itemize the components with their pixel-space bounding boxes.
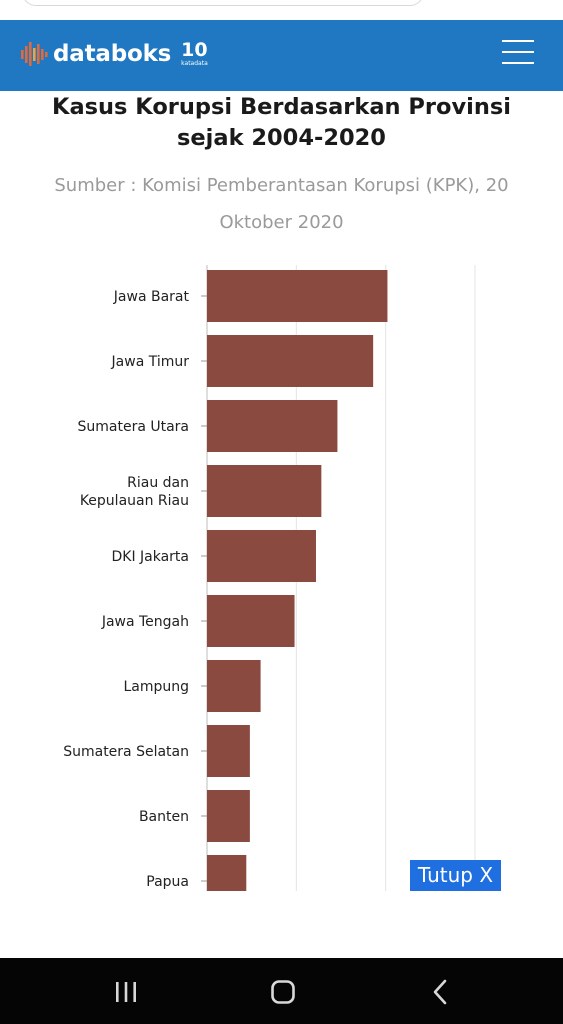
- category-label-4: DKI Jakarta: [111, 549, 189, 565]
- category-label-9: Papua: [146, 874, 189, 890]
- browser-address-bar: [0, 0, 563, 20]
- category-label-8: Banten: [139, 809, 189, 825]
- category-label-0: Jawa Barat: [113, 289, 190, 305]
- bar-0[interactable]: [207, 270, 388, 322]
- home-icon[interactable]: [263, 978, 303, 1006]
- bar-9[interactable]: [207, 855, 247, 891]
- bar-6[interactable]: [207, 660, 261, 712]
- chart-title-line-1: Kasus Korupsi Berdasarkan Provinsi: [52, 94, 511, 120]
- bar-8[interactable]: [207, 790, 250, 842]
- site-header: databoks 10 katadata: [0, 20, 563, 91]
- chart-title-line-2: sejak 2004-2020: [177, 125, 386, 151]
- bar-1[interactable]: [207, 335, 374, 387]
- badge-number: 10: [181, 39, 208, 61]
- back-icon[interactable]: [421, 978, 461, 1006]
- category-label-1: Jawa Timur: [111, 354, 190, 370]
- chart-source: Sumber : Komisi Pemberantasan Korupsi (K…: [30, 167, 533, 241]
- category-label-5: Jawa Tengah: [101, 614, 189, 630]
- category-label-7: Sumatera Selatan: [63, 744, 189, 760]
- close-button[interactable]: Tutup X: [410, 860, 501, 891]
- bar-2[interactable]: [207, 400, 338, 452]
- address-field[interactable]: [22, 0, 424, 6]
- chart-source-line-2: Oktober 2020: [219, 212, 344, 233]
- bar-4[interactable]: [207, 530, 316, 582]
- bar-3[interactable]: [207, 465, 322, 517]
- badge-sub: katadata: [181, 60, 208, 67]
- chart-title: Kasus Korupsi Berdasarkan Provinsi sejak…: [30, 92, 533, 154]
- hamburger-menu-icon[interactable]: [502, 38, 536, 66]
- bar-5[interactable]: [207, 595, 295, 647]
- anniversary-badge: 10 katadata: [181, 39, 208, 68]
- category-label-6: Lampung: [123, 679, 189, 695]
- logo-mark-icon: [21, 42, 48, 66]
- logo-text: databoks: [53, 41, 172, 67]
- chart-source-line-1: Sumber : Komisi Pemberantasan Korupsi (K…: [54, 175, 509, 196]
- category-label-3: Riau dan Kepulauan Riau: [80, 475, 189, 509]
- recent-apps-icon[interactable]: [106, 978, 146, 1006]
- databoks-logo[interactable]: databoks 10 katadata: [20, 38, 208, 70]
- android-navigation-bar: [0, 958, 563, 1024]
- bar-chart: Jawa Barat Jawa Timur Sumatera Utara Riau d…: [63, 265, 476, 891]
- bar-7[interactable]: [207, 725, 250, 777]
- category-label-2: Sumatera Utara: [77, 419, 189, 435]
